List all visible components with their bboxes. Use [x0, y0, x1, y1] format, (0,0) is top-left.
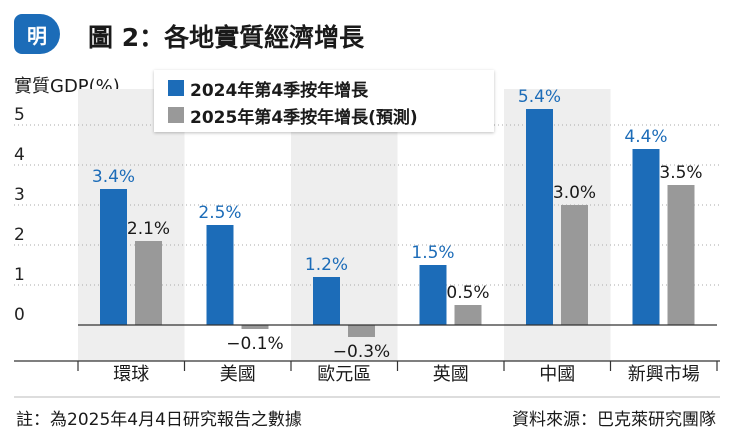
bar-s1-4 [561, 205, 588, 325]
category-label-4: 中國 [539, 364, 575, 385]
chart-title: 圖 2：各地實質經濟增長 [88, 23, 365, 52]
legend-item-2024: 2024年第4季按年增長 [168, 76, 369, 101]
category-label-3: 英國 [433, 364, 469, 385]
source-note: 資料來源：巴克萊研究團隊 [512, 410, 716, 430]
y-tick-label-4: 4 [14, 145, 25, 165]
data-label-s0-4: 5.4% [518, 87, 561, 107]
data-label-s1-1: −0.1% [226, 334, 283, 354]
data-label-s1-5: 3.5% [659, 163, 702, 183]
bar-s0-0 [100, 189, 127, 325]
bar-s0-1 [206, 225, 234, 325]
data-label-s0-0: 3.4% [92, 167, 135, 187]
bar-s1-1 [241, 325, 269, 329]
category-panel-bg-2 [291, 89, 398, 361]
bar-s0-4 [526, 109, 553, 325]
category-panel-bg-0 [78, 89, 185, 361]
footnote: 註：為2025年4月4日研究報告之數據 [16, 410, 302, 430]
category-label-5: 新興市場 [628, 364, 700, 385]
chart-legend: 2024年第4季按年增長 2025年第4季按年增長(預測) [154, 70, 494, 132]
data-label-s1-0: 2.1% [127, 219, 170, 239]
legend-swatch-2024 [168, 80, 184, 96]
bar-s1-0 [135, 241, 162, 325]
bar-s0-3 [419, 265, 447, 325]
logo-text: 明 [27, 23, 47, 48]
data-label-s0-3: 1.5% [411, 243, 454, 263]
category-label-1: 美國 [220, 364, 256, 385]
legend-swatch-2025 [168, 107, 184, 123]
data-label-s0-5: 4.4% [624, 127, 667, 147]
bar-s0-5 [632, 149, 660, 325]
legend-label-2024: 2024年第4季按年增長 [190, 80, 369, 101]
y-tick-label-0: 0 [14, 305, 25, 325]
y-tick-label-5: 5 [14, 105, 25, 125]
data-label-s1-3: 0.5% [446, 283, 489, 303]
data-label-s0-2: 1.2% [305, 255, 348, 275]
y-tick-label-3: 3 [14, 185, 25, 205]
category-label-2: 歐元區 [317, 364, 371, 385]
data-label-s1-2: −0.3% [333, 342, 390, 362]
bar-s1-2 [348, 325, 375, 337]
category-label-0: 環球 [113, 364, 149, 385]
y-tick-label-2: 2 [14, 225, 25, 245]
brand-logo: 明 [14, 14, 60, 54]
bar-s0-2 [313, 277, 340, 325]
bar-s1-3 [454, 305, 482, 325]
category-panel-bg-4 [504, 89, 611, 361]
data-label-s1-4: 3.0% [553, 183, 596, 203]
bar-s1-5 [667, 185, 695, 325]
y-tick-label-1: 1 [14, 265, 25, 285]
legend-item-2025: 2025年第4季按年增長(預測) [168, 103, 418, 128]
legend-label-2025: 2025年第4季按年增長(預測) [190, 107, 418, 128]
data-label-s0-1: 2.5% [198, 203, 241, 223]
